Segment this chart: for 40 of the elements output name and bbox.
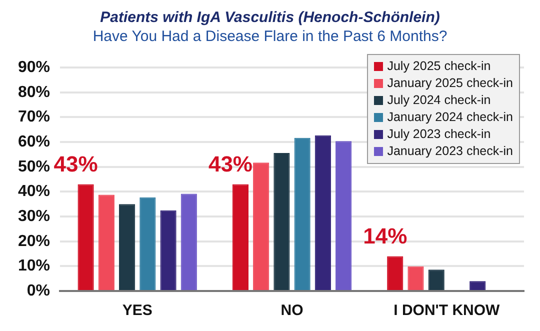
legend-label: July 2023 check-in [387,126,491,143]
bar [140,197,156,290]
legend-label: January 2024 check-in [387,109,513,126]
bar [253,162,270,290]
bar [428,270,444,290]
chart-title: Patients with IgA Vasculitis (Henoch-Schönlein) [99,8,441,27]
chart-subtitle: Have You Had a Disease Flare in the Past 6 Months? [92,27,448,46]
legend-label: January 2025 check-in [387,75,513,92]
x-tick-label: YES [122,302,152,320]
y-tick-label: 90% [18,59,50,76]
bar [387,256,404,290]
legend-label: January 2023 check-in [387,143,513,160]
y-tick-label: 0% [26,282,50,300]
data-label: 43% [54,151,98,176]
bar [408,266,424,290]
data-label: 14% [363,223,408,248]
legend-label: July 2024 check-in [387,92,491,109]
bar [470,281,486,290]
y-tick-label: 40% [18,183,50,200]
x-tick-label: NO [280,302,304,320]
bar [78,184,94,290]
y-tick-label: 80% [18,84,50,101]
bar [180,194,197,290]
bar [274,152,290,290]
y-tick-label: 70% [18,108,50,126]
y-tick-label: 30% [18,208,50,225]
y-tick-label: 10% [18,258,50,275]
bar [160,210,176,290]
y-tick-label: 20% [18,232,50,250]
bar [98,194,114,290]
y-tick-label: 50% [18,158,50,176]
bar [294,138,310,290]
bar [336,141,352,290]
bar [314,135,331,290]
legend-label: July 2025 check-in [387,58,491,75]
y-tick-label: 60% [18,133,50,150]
bar [232,184,248,290]
bar [119,204,136,290]
data-label: 43% [208,151,252,176]
x-tick-label: I DON'T KNOW [394,302,501,320]
